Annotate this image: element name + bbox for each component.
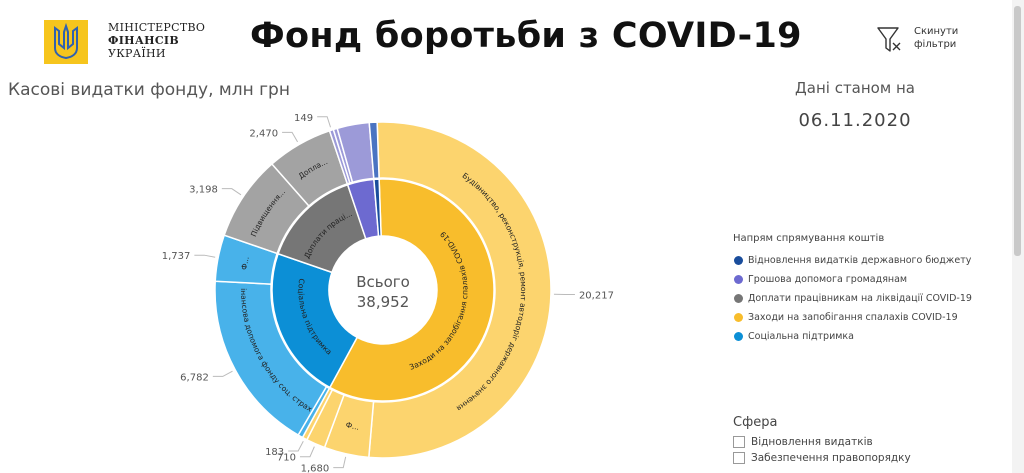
leader-line [282, 131, 298, 143]
value-label: 1,737 [162, 251, 191, 262]
legend-item-social-support[interactable]: Соціальна підтримка [733, 327, 1013, 346]
legend-label: Соціальна підтримка [748, 331, 854, 342]
value-label: 710 [277, 453, 296, 464]
legend-item-prevention-measures[interactable]: Заходи на запобігання спалахів COVID-19 [733, 308, 1013, 327]
chart-title: Касові видатки фонду, млн грн [8, 80, 290, 100]
leader-line [212, 370, 233, 377]
sphere-option-budget-restoration[interactable]: Відновлення видатків [733, 434, 993, 450]
leader-line [317, 116, 331, 128]
legend-item-cash-assistance[interactable]: Грошова допомога громадянам [733, 270, 1013, 289]
value-label: 6,782 [180, 372, 209, 383]
leader-line [194, 254, 216, 258]
sphere-filter: Сфера Відновлення видатків Забезпечення … [733, 415, 993, 466]
value-label: 1,680 [301, 464, 330, 473]
outer-segment-label: Ф... [345, 420, 360, 432]
page-title: Фонд боротьби з COVID-19 [250, 16, 802, 56]
legend: Напрям спрямування коштів Відновлення ви… [733, 233, 1013, 346]
ministry-line: УКРАЇНИ [108, 47, 166, 60]
ministry-line: МІНІСТЕРСТВО [108, 21, 206, 34]
leader-line [288, 441, 304, 452]
center-hole [330, 237, 436, 343]
ministry-name: МІНІСТЕРСТВО ФІНАНСІВ УКРАЇНИ [108, 21, 205, 60]
ministry-logo [44, 20, 88, 64]
value-label: 3,198 [189, 185, 218, 196]
legend-dot [734, 313, 743, 322]
leader-line [299, 446, 315, 458]
legend-title: Напрям спрямування коштів [733, 233, 885, 244]
reset-label-line: фільтри [914, 39, 957, 50]
outer-segment[interactable] [368, 121, 380, 180]
center-total: 38,952 [357, 293, 410, 311]
legend-label: Грошова допомога громадянам [748, 274, 908, 285]
legend-label: Доплати працівникам на ліквідації COVID-… [748, 293, 972, 304]
legend-item-worker-bonuses[interactable]: Доплати працівникам на ліквідації COVID-… [733, 289, 1013, 308]
sphere-option-label: Забезпечення правопорядку [751, 452, 911, 464]
center-label: Всього [356, 273, 410, 291]
leader-line [221, 188, 242, 196]
value-label: 183 [265, 447, 284, 458]
scrollbar[interactable] [1012, 0, 1024, 473]
inner-segment[interactable] [271, 252, 359, 389]
checkbox[interactable] [733, 452, 745, 464]
date-label: Дані станом на [795, 79, 915, 97]
outer-segment-label: Ф... [239, 255, 250, 270]
trident-icon [44, 20, 88, 64]
reset-filters-button[interactable]: Скинути фільтри [876, 25, 966, 57]
legend-dot [734, 256, 743, 265]
value-label: 20,217 [579, 291, 614, 302]
filter-clear-icon [877, 27, 901, 52]
sphere-option-law-enforcement[interactable]: Забезпечення правопорядку [733, 450, 993, 466]
sunburst-chart[interactable]: Будівництво, реконструкція, ремонт автод… [0, 0, 1000, 473]
legend-label: Заходи на запобігання спалахів COVID-19 [748, 312, 958, 323]
legend-label: Відновлення видатків державного бюджету [748, 255, 972, 266]
inner-segment[interactable] [328, 178, 495, 402]
legend-dot [734, 332, 743, 341]
scrollbar-thumb[interactable] [1014, 6, 1021, 256]
reset-label-line: Скинути [914, 26, 959, 37]
legend-dot [734, 294, 743, 303]
inner-segment[interactable] [373, 178, 382, 237]
leader-line [333, 456, 347, 469]
ministry-line: ФІНАНСІВ [108, 34, 179, 47]
sphere-option-label: Відновлення видатків [751, 436, 873, 448]
date-value: 06.11.2020 [798, 110, 912, 131]
sphere-title: Сфера [733, 415, 778, 430]
checkbox[interactable] [733, 436, 745, 448]
outer-segment[interactable] [367, 121, 552, 459]
legend-dot [734, 275, 743, 284]
value-label: 2,470 [249, 128, 278, 139]
value-label: 149 [294, 113, 313, 124]
legend-item-budget-restoration[interactable]: Відновлення видатків державного бюджету [733, 251, 1013, 270]
